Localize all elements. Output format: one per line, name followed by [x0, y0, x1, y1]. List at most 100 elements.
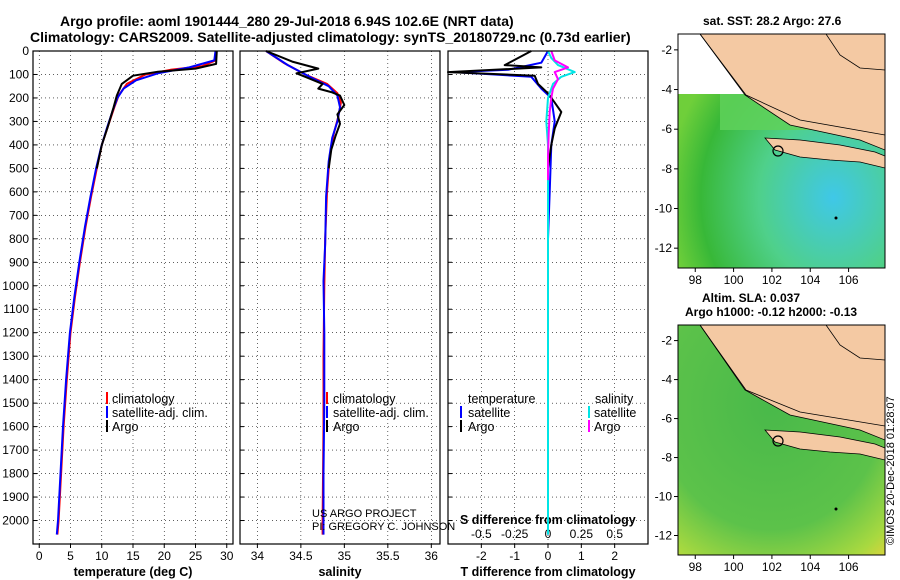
difference-panel: -2 -1 0 1 2-0.5 -0.25 0 0.25 0.5S difference fro…: [447, 50, 649, 579]
salinity-panel: 34 34.5 35 35.5 36 salinity: [239, 50, 441, 579]
plot-frame: [447, 50, 649, 545]
y-tick-label: 300: [9, 114, 29, 128]
legend-salinity-header: salinity: [595, 392, 634, 406]
y-tick-label: 2000: [2, 514, 29, 528]
y-tick-label: 900: [9, 255, 29, 269]
series-line: [447, 50, 563, 169]
y-tick-label: 1500: [2, 396, 29, 410]
x-tick-label: 10: [95, 549, 109, 563]
map-y-tick-label: -6: [661, 122, 672, 136]
legend-satellite-label: satellite-adj. clim.: [112, 406, 208, 420]
map-y-tick-label: -8: [661, 451, 672, 465]
sst-map: sat. SST: 28.2 Argo: 27.6 98 100 102 104 106…: [655, 14, 886, 287]
y-tick-label: 1100: [3, 302, 29, 316]
legend-sal-satellite-label: satellite: [594, 406, 636, 420]
map-y-tick-label: -10: [655, 202, 673, 216]
map-x-tick-label: 100: [724, 273, 744, 287]
x-tick-label: 36: [425, 549, 439, 563]
y-tick-label: 700: [9, 208, 29, 222]
x-tick-label: 5: [67, 549, 74, 563]
x-tick-label: -1: [509, 549, 520, 563]
legend-temperature-header: temperature: [468, 392, 535, 406]
x-tick-label: 0: [545, 549, 552, 563]
x-axis-label: salinity: [318, 565, 361, 579]
map-x-tick-label: 104: [800, 273, 820, 287]
map-x-tick-label: 102: [762, 273, 782, 287]
sst-map-title: sat. SST: 28.2 Argo: 27.6: [703, 14, 842, 28]
x-tick-label: 30: [220, 549, 234, 563]
salinity-legend: climatology satellite-adj. clim. Argo: [326, 392, 429, 434]
x-tick-label: -2: [476, 549, 487, 563]
x-tick-label: 34.5: [289, 549, 313, 563]
y-tick-label: 400: [9, 138, 29, 152]
map-y-tick-label: -2: [661, 43, 672, 57]
map-y-tick-label: -12: [655, 529, 673, 543]
map-y-tick-label: -10: [655, 490, 673, 504]
map-y-tick-label: -8: [661, 162, 672, 176]
y-tick-label: 800: [9, 232, 29, 246]
x-tick-label: 1: [578, 549, 585, 563]
legend-temp-argo-label: Argo: [468, 420, 494, 434]
figure-title-line2: Climatology: CARS2009. Satellite-adjuste…: [30, 29, 631, 45]
map-x-tick-label: 102: [762, 560, 782, 574]
map-x-tick-label: 100: [724, 560, 744, 574]
x2-tick-label: 0.5: [606, 527, 623, 541]
x-axis-label: T difference from climatology: [460, 565, 635, 579]
x-axis-label: temperature (deg C): [74, 565, 193, 579]
legend-temp-satellite-label: satellite: [468, 406, 510, 420]
x-tick-label: 20: [158, 549, 172, 563]
legend-climatology-label: climatology: [112, 392, 175, 406]
series-line: [95, 50, 218, 169]
x2-tick-label: -0.25: [501, 527, 529, 541]
argo-location-marker: [772, 145, 784, 157]
sla-map-title-line1: Altim. SLA: 0.037: [702, 291, 800, 305]
map-y-tick-label: -12: [655, 241, 673, 255]
argo-location-marker: [772, 435, 784, 447]
series-line: [56, 50, 218, 535]
y-tick-label: 100: [9, 67, 29, 81]
y-tick-label: 200: [9, 91, 29, 105]
legend-argo-label: Argo: [333, 420, 359, 434]
map-x-tick-label: 104: [800, 560, 820, 574]
x2-tick-label: -0.5: [471, 527, 492, 541]
x-tick-label: 34: [251, 549, 265, 563]
x-tick-label: 35: [338, 549, 352, 563]
credit-project: US ARGO PROJECT: [312, 508, 417, 520]
y-tick-label: 1800: [2, 467, 29, 481]
map-x-tick-label: 106: [839, 560, 859, 574]
plot-frame: [239, 50, 441, 545]
x-tick-label: 2: [611, 549, 618, 563]
y-tick-label: 1900: [2, 490, 29, 504]
map-x-tick-label: 106: [839, 273, 859, 287]
x-tick-label: 35.5: [376, 549, 400, 563]
y-tick-label: 1300: [2, 349, 29, 363]
legend-satellite-label: satellite-adj. clim.: [333, 406, 429, 420]
x-tick-label: 15: [126, 549, 140, 563]
imos-timestamp: ©IMOS 20-Dec-2018 01:28:07: [885, 396, 897, 545]
figure-title-line1: Argo profile: aoml 1901444_280 29-Jul-20…: [60, 13, 514, 29]
series-line: [55, 50, 217, 535]
x-tick-label: 0: [36, 549, 43, 563]
temperature-legend: climatology satellite-adj. clim. Argo: [106, 392, 208, 434]
map-y-tick-label: -4: [661, 83, 672, 97]
y-tick-label: 500: [9, 161, 29, 175]
y-tick-label: 600: [9, 185, 29, 199]
x-tick-label: 25: [189, 549, 203, 563]
y-tick-label: 1000: [2, 279, 29, 293]
sla-map-title-line2: Argo h1000: -0.12 h2000: -0.13: [685, 305, 857, 319]
map-y-tick-label: -6: [661, 412, 672, 426]
map-y-tick-label: -2: [661, 334, 672, 348]
temperature-panel: 0 5 10 15 20 25 300100200300400500600700800900…: [2, 44, 233, 579]
series-line: [265, 50, 346, 169]
map-x-tick-label: 98: [689, 560, 703, 574]
credit-pi: PI: GREGORY C. JOHNSON: [312, 521, 455, 533]
series-line: [545, 50, 576, 535]
map-x-tick-label: 98: [689, 273, 703, 287]
legend-argo-label: Argo: [112, 420, 138, 434]
legend-sal-argo-label: Argo: [594, 420, 620, 434]
series-line: [265, 50, 342, 535]
map-y-tick-label: -4: [661, 373, 672, 387]
altimetry-map: Altim. SLA: 0.037 Argo h1000: -0.12 h200…: [655, 291, 886, 574]
y-tick-label: 0: [22, 44, 29, 58]
